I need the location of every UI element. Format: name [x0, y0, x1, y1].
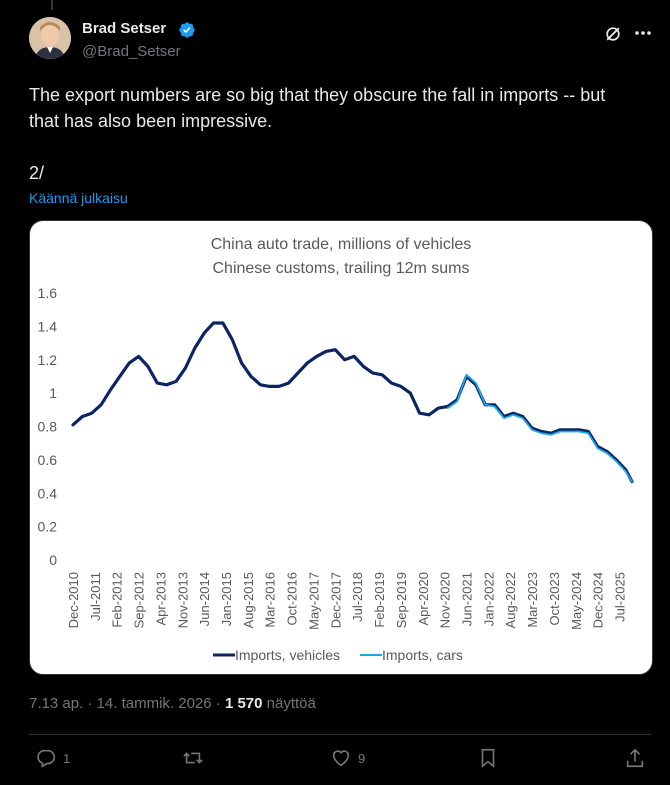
y-tick-label: 1.2 — [38, 352, 58, 368]
chart-legend: Imports, vehicles Imports, cars — [213, 647, 463, 663]
x-tick-label: Jan-2015 — [219, 572, 234, 626]
share-icon — [626, 748, 644, 768]
y-tick-label: 0.2 — [38, 519, 58, 535]
author-name[interactable]: Brad Setser — [82, 20, 167, 37]
x-tick-label: Jun-2021 — [459, 572, 474, 626]
x-tick-label: Nov-2020 — [438, 572, 453, 628]
x-tick-label: Mar-2023 — [525, 572, 540, 628]
x-tick-label: Jun-2014 — [197, 572, 212, 626]
y-tick-label: 1.4 — [38, 318, 58, 334]
x-tick-label: Dec-2010 — [66, 572, 81, 628]
x-tick-label: Jan-2022 — [481, 572, 496, 626]
bookmark-button[interactable] — [477, 747, 499, 769]
share-button[interactable] — [624, 747, 646, 769]
avatar-image — [29, 17, 71, 59]
action-bar: 1 9 — [29, 747, 651, 775]
grok-icon[interactable] — [603, 24, 623, 44]
view-count: 1 570 — [224, 695, 263, 712]
x-tick-label: May-2024 — [569, 572, 584, 630]
y-tick-label: 1 — [49, 385, 57, 401]
x-tick-label: Oct-2023 — [547, 572, 562, 625]
x-tick-label: Aug-2022 — [503, 572, 518, 628]
divider — [29, 734, 651, 735]
repost-icon — [183, 752, 203, 764]
x-tick-label: Jul-2011 — [88, 572, 103, 621]
chart-card[interactable]: China auto trade, millions of vehicles C… — [29, 220, 653, 675]
like-button[interactable]: 9 — [330, 747, 365, 769]
legend-label-cars: Imports, cars — [382, 647, 463, 663]
reply-count: 1 — [63, 750, 71, 766]
x-tick-label: Dec-2017 — [328, 572, 343, 628]
like-icon — [332, 750, 350, 767]
repost-button[interactable] — [182, 747, 210, 769]
x-tick-label: Aug-2015 — [241, 572, 256, 628]
x-tick-label: Mar-2016 — [263, 572, 278, 628]
y-tick-label: 1.6 — [38, 285, 58, 301]
legend-label-vehicles: Imports, vehicles — [235, 647, 340, 663]
tweet-meta: 7.13 ap. · 14. tammik. 2026 · 1 570 näyt… — [29, 695, 316, 712]
x-tick-label: Jul-2018 — [350, 572, 365, 622]
more-icon[interactable] — [634, 28, 652, 38]
x-tick-label: Feb-2019 — [372, 572, 387, 628]
x-tick-label: Feb-2012 — [110, 572, 125, 628]
y-tick-label: 0.4 — [38, 485, 58, 501]
author-handle[interactable]: @Brad_Setser — [82, 43, 181, 60]
x-tick-label: Oct-2016 — [285, 572, 300, 625]
post-timestamp[interactable]: 7.13 ap. · 14. tammik. 2026 · — [29, 695, 225, 712]
line-chart: China auto trade, millions of vehicles C… — [38, 236, 634, 663]
y-tick-label: 0.6 — [38, 452, 58, 468]
series-line-vehicles — [71, 321, 634, 484]
translate-link[interactable]: Käännä julkaisu — [29, 190, 128, 206]
tweet-text: The export numbers are so big that they … — [29, 85, 606, 183]
avatar[interactable] — [29, 17, 71, 59]
verified-badge-icon — [179, 22, 195, 38]
reply-button[interactable]: 1 — [35, 747, 70, 769]
y-tick-label: 0 — [49, 552, 57, 568]
series-line-cars — [446, 373, 633, 483]
x-tick-label: Apr-2013 — [153, 572, 168, 625]
thread-connector — [51, 0, 53, 10]
chart-subtitle: Chinese customs, trailing 12m sums — [213, 260, 470, 277]
views-label: näyttöä — [262, 695, 316, 712]
x-tick-label: Apr-2020 — [416, 572, 431, 625]
x-tick-label: Sep-2012 — [132, 572, 147, 628]
bookmark-icon — [481, 748, 495, 769]
x-tick-label: Nov-2013 — [175, 572, 190, 628]
like-count: 9 — [358, 750, 366, 766]
chart-title: China auto trade, millions of vehicles — [211, 236, 472, 253]
x-tick-label: Jul-2025 — [613, 572, 628, 622]
y-tick-label: 0.8 — [38, 419, 58, 435]
x-tick-label: Dec-2024 — [591, 572, 606, 628]
x-tick-label: May-2017 — [306, 572, 321, 630]
reply-icon — [37, 749, 56, 768]
x-tick-label: Sep-2019 — [394, 572, 409, 628]
